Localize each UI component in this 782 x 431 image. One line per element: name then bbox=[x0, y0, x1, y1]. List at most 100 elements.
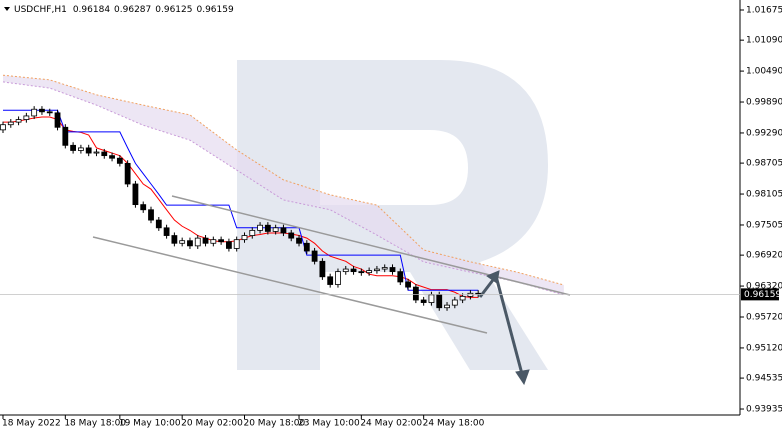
candle-body bbox=[311, 250, 318, 262]
header: USDCHF,H1 0.96184 0.96287 0.96125 0.96159 bbox=[4, 5, 234, 15]
forecast-arrow bbox=[478, 270, 530, 386]
y-tick-label: 0.95720 bbox=[746, 312, 782, 322]
y-tick-label: 0.98705 bbox=[746, 159, 782, 169]
candle-body bbox=[296, 237, 302, 244]
candle-body bbox=[15, 119, 22, 123]
candle-body bbox=[233, 239, 240, 249]
candle-body bbox=[210, 239, 217, 244]
candle-body bbox=[148, 209, 154, 221]
candle-body bbox=[389, 267, 396, 273]
cloud-span-b bbox=[2, 81, 565, 296]
ohlc-low: 0.96125 bbox=[155, 5, 192, 15]
x-tick-label: 19 May 10:00 bbox=[119, 419, 181, 429]
candle-body bbox=[132, 183, 139, 206]
indicator-line bbox=[3, 109, 479, 291]
candle-body bbox=[163, 227, 170, 236]
header-arrow bbox=[4, 7, 10, 11]
candle-body bbox=[358, 271, 365, 274]
ohlc-open: 0.96184 bbox=[73, 5, 110, 15]
candle-body bbox=[0, 124, 6, 131]
candle-body bbox=[70, 144, 77, 151]
candle-body bbox=[54, 112, 61, 128]
candle-body bbox=[428, 294, 435, 303]
candle-body bbox=[303, 242, 310, 252]
y-tick-label: 0.96920 bbox=[746, 251, 782, 261]
y-tick-label: 0.98105 bbox=[746, 190, 782, 200]
cloud-layer bbox=[2, 74, 565, 296]
candle-body bbox=[451, 299, 458, 306]
x-tick-label: 20 May 02:00 bbox=[181, 419, 243, 429]
cloud-fill bbox=[3, 75, 564, 295]
ohlc-high: 0.96287 bbox=[114, 5, 151, 15]
candle-body bbox=[366, 270, 373, 274]
y-tick-label: 0.95120 bbox=[746, 343, 782, 353]
candle-body bbox=[109, 155, 115, 159]
y-tick-label: 0.97505 bbox=[746, 220, 782, 230]
header-text: USDCHF,H1 0.96184 0.96287 0.96125 0.96159 bbox=[14, 5, 234, 15]
candle-body bbox=[249, 229, 256, 236]
candle-body bbox=[381, 267, 388, 270]
candle-body bbox=[436, 294, 443, 309]
x-tick-label: 18 May 18:00 bbox=[64, 419, 126, 429]
candle-body bbox=[78, 147, 84, 151]
candle-body bbox=[23, 115, 30, 120]
candle-body bbox=[124, 162, 131, 185]
candle-body bbox=[412, 286, 419, 301]
candle-body bbox=[272, 227, 279, 232]
candle-body bbox=[397, 271, 404, 283]
candle-body bbox=[171, 235, 178, 244]
candle-body bbox=[374, 268, 380, 272]
candle-body bbox=[202, 237, 209, 244]
candle-layer bbox=[0, 106, 482, 311]
candle-body bbox=[257, 224, 263, 231]
candle-body bbox=[218, 239, 225, 243]
candle-body bbox=[155, 219, 162, 229]
y-tick-label: 1.01675 bbox=[746, 6, 782, 16]
channel-upper bbox=[171, 195, 571, 296]
channel-lower bbox=[92, 236, 488, 334]
current-price-label: 0.96159 bbox=[744, 290, 781, 300]
candle-body bbox=[280, 227, 287, 234]
y-tick-label: 0.93935 bbox=[746, 405, 782, 415]
candle-body bbox=[226, 241, 232, 249]
ohlc-close: 0.96159 bbox=[196, 5, 233, 15]
candle-body bbox=[116, 157, 123, 164]
candle-body bbox=[85, 147, 92, 154]
current-price-box bbox=[741, 288, 779, 301]
candle-body bbox=[93, 151, 100, 154]
candle-body bbox=[288, 232, 295, 239]
candle-body bbox=[467, 292, 474, 297]
candle-body bbox=[350, 268, 357, 273]
candle-body bbox=[39, 108, 45, 113]
candle-body bbox=[187, 240, 193, 247]
y-tick-label: 0.99890 bbox=[746, 98, 782, 108]
y-tick-label: 0.99290 bbox=[746, 128, 782, 138]
candle-body bbox=[179, 240, 186, 244]
candle-body bbox=[101, 151, 108, 157]
candle-body bbox=[46, 111, 53, 114]
y-tick-label: 0.96320 bbox=[746, 282, 782, 292]
candle-body bbox=[335, 271, 341, 285]
x-tick-label: 18 May 2022 bbox=[2, 419, 61, 429]
candle-body bbox=[327, 276, 334, 285]
x-tick-label: 24 May 02:00 bbox=[360, 419, 422, 429]
cloud-span-a bbox=[2, 74, 565, 286]
candle-body bbox=[319, 260, 326, 278]
y-tick-label: 1.00490 bbox=[746, 67, 782, 77]
candle-body bbox=[264, 224, 271, 232]
x-tick-label: 23 May 10:00 bbox=[298, 419, 360, 429]
candle-body bbox=[62, 126, 69, 146]
y-tick-label: 0.94535 bbox=[746, 374, 782, 384]
arrow-down bbox=[494, 275, 524, 375]
candle-body bbox=[31, 108, 38, 117]
candle-body bbox=[241, 235, 248, 241]
symbol: USDCHF,H1 bbox=[14, 5, 67, 15]
candle-body bbox=[342, 268, 349, 273]
candle-body bbox=[420, 299, 427, 303]
channel bbox=[92, 195, 571, 334]
arrow-head bbox=[515, 369, 530, 386]
candle-body bbox=[444, 304, 450, 309]
candle-body bbox=[7, 121, 14, 126]
candle-body bbox=[459, 295, 466, 301]
